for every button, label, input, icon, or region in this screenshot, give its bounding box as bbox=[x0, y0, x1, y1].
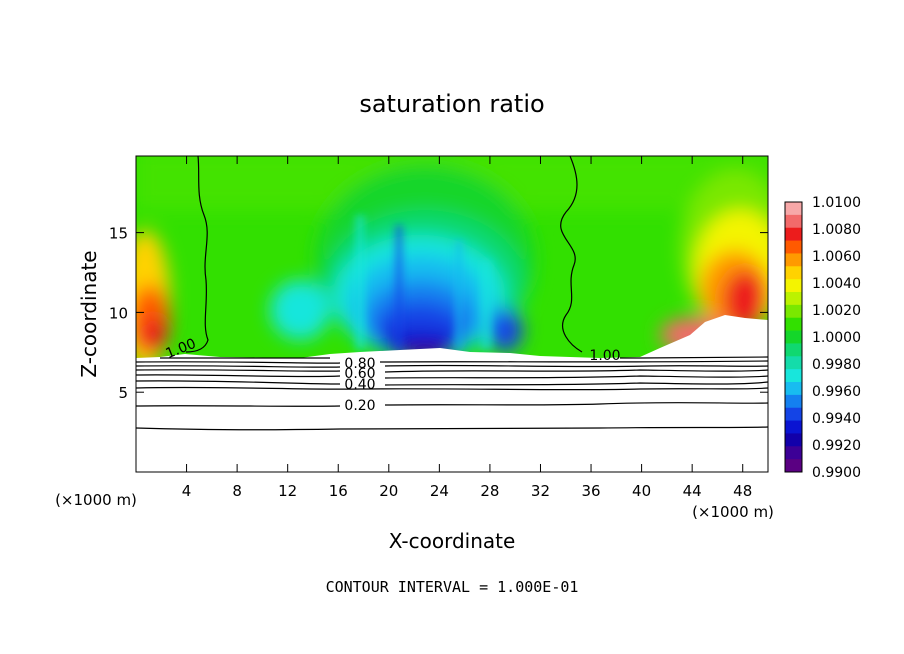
x-tick-label: 40 bbox=[632, 482, 651, 500]
colorbar-swatch bbox=[785, 343, 802, 357]
x-axis: 4 8 12 16 20 24 28 32 36 40 44 48 bbox=[182, 156, 752, 500]
contour-label: 0.20 bbox=[344, 398, 375, 414]
x-tick-label: 48 bbox=[733, 482, 752, 500]
x-tick-label: 32 bbox=[531, 482, 550, 500]
contour-label: 0.80 bbox=[344, 356, 375, 372]
colorbar-swatch bbox=[785, 292, 802, 306]
colorbar-swatch bbox=[785, 407, 802, 422]
colorbar-tick-label: 0.9920 bbox=[812, 438, 861, 454]
field-striations bbox=[355, 215, 492, 350]
y-axis: 5 10 15 bbox=[109, 225, 768, 402]
contour-label: 0.60 bbox=[344, 366, 375, 382]
contour-line bbox=[136, 402, 768, 407]
contour-line bbox=[136, 426, 768, 431]
colorbar-swatch bbox=[785, 446, 802, 460]
colorbar-swatch bbox=[785, 240, 802, 254]
colorbar-swatch bbox=[785, 356, 802, 370]
contour-line bbox=[136, 386, 768, 391]
x-tick-label: 8 bbox=[232, 482, 242, 500]
contour-line bbox=[136, 374, 768, 379]
colorbar-swatch bbox=[785, 266, 802, 280]
colorbar-swatch bbox=[785, 394, 802, 409]
contour-line bbox=[136, 364, 768, 368]
x-tick-label: 12 bbox=[278, 482, 297, 500]
colorbar-tick-label: 1.0000 bbox=[812, 330, 861, 346]
chart-title: saturation ratio bbox=[359, 90, 544, 118]
colorbar-tick-label: 0.9960 bbox=[812, 384, 861, 400]
colorbar-swatch bbox=[785, 214, 802, 229]
colorbar-tick-label: 1.0060 bbox=[812, 249, 861, 265]
colorbar-swatch bbox=[785, 433, 802, 447]
x-tick-label: 28 bbox=[480, 482, 499, 500]
y-axis-label: Z-coordinate bbox=[77, 250, 101, 377]
colorbar-swatch bbox=[785, 317, 802, 332]
contour-interval-footer: CONTOUR INTERVAL = 1.000E-01 bbox=[326, 578, 579, 596]
x-axis-label: X-coordinate bbox=[389, 529, 516, 553]
colorbar-swatch bbox=[785, 369, 802, 383]
cloud-base-mask bbox=[136, 315, 768, 472]
y-tick-label: 5 bbox=[118, 384, 128, 402]
plot-area: 1.00 1.00 0.80 0.60 0.40 0.20 bbox=[136, 156, 768, 472]
contour-line bbox=[136, 369, 768, 373]
x-tick-label: 16 bbox=[329, 482, 348, 500]
x-unit-left: (×1000 m) bbox=[55, 491, 137, 509]
contour-label: 1.00 bbox=[589, 348, 620, 364]
y-tick-label: 15 bbox=[109, 225, 128, 243]
colorbar-tick-label: 0.9900 bbox=[812, 465, 861, 481]
contour-line bbox=[136, 360, 768, 364]
colorbar-swatch bbox=[785, 202, 802, 216]
colorbar-swatch bbox=[785, 227, 802, 242]
colorbar-tick-label: 0.9940 bbox=[812, 411, 861, 427]
colorbar-tick-label: 1.0080 bbox=[812, 222, 861, 238]
x-tick-label: 4 bbox=[182, 482, 192, 500]
colorbar-swatch bbox=[785, 253, 802, 267]
x-unit-right: (×1000 m) bbox=[692, 503, 774, 521]
contour-line bbox=[560, 156, 583, 353]
x-tick-label: 36 bbox=[581, 482, 600, 500]
plot-frame bbox=[135, 155, 769, 473]
colorbar-tick-label: 1.0040 bbox=[812, 276, 861, 292]
contour-line bbox=[136, 380, 768, 386]
contour-line bbox=[185, 156, 209, 353]
colorbar-tick-label: 1.0100 bbox=[812, 195, 861, 211]
colorbar-swatch bbox=[785, 330, 802, 344]
x-tick-label: 24 bbox=[430, 482, 449, 500]
colorbar-swatch bbox=[785, 382, 802, 396]
y-tick-label: 10 bbox=[109, 304, 128, 322]
colorbar-tick-label: 1.0020 bbox=[812, 303, 861, 319]
contour-line bbox=[160, 356, 768, 359]
x-tick-label: 20 bbox=[379, 482, 398, 500]
colorbar-swatch bbox=[785, 459, 802, 473]
colorbar-frame bbox=[784, 201, 803, 473]
colorbar-swatch bbox=[785, 304, 802, 319]
x-tick-label: 44 bbox=[683, 482, 702, 500]
colorbar-swatch bbox=[785, 279, 802, 293]
colorbar-tick-label: 0.9980 bbox=[812, 357, 861, 373]
contour-lines bbox=[136, 156, 768, 431]
colorbar-swatch bbox=[785, 420, 802, 434]
contour-label: 0.40 bbox=[344, 377, 375, 393]
colorbar: 1.0100 1.0080 1.0060 1.0040 1.0020 1.0000 0.99… bbox=[784, 195, 861, 481]
